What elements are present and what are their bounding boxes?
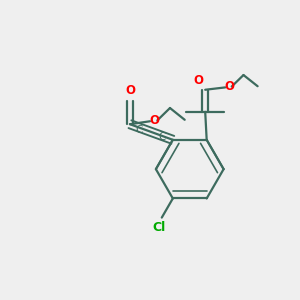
Text: Cl: Cl xyxy=(153,220,166,233)
Text: O: O xyxy=(194,74,204,87)
Text: C: C xyxy=(136,124,143,134)
Text: O: O xyxy=(149,114,159,127)
Text: C: C xyxy=(158,133,165,142)
Text: O: O xyxy=(125,84,135,98)
Text: O: O xyxy=(224,80,234,93)
